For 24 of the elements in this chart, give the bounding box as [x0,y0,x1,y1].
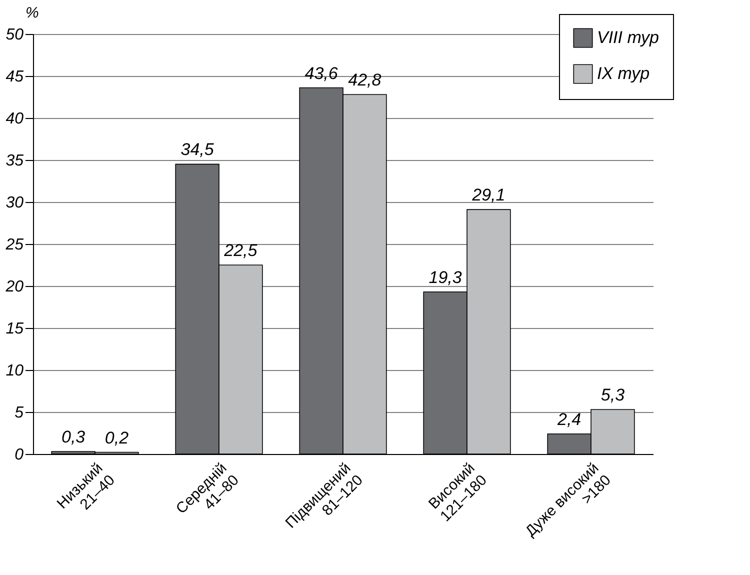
legend-label: IX тур [597,64,650,83]
y-tick-label: 5 [14,404,24,422]
data-label: 2,4 [556,410,582,429]
data-label: 43,6 [304,64,338,83]
y-tick-label: 15 [6,320,24,338]
y-tick-label: 30 [6,194,24,212]
y-tick-label: 35 [6,152,24,170]
y-tick-label: 0 [14,446,24,464]
data-label: 0,2 [104,428,130,448]
y-tick-label: 20 [4,278,24,296]
y-tick-label: 10 [6,362,24,380]
data-label: 19,3 [428,268,462,287]
y-axis-title: % [26,4,39,22]
y-tick-label: 50 [6,26,24,44]
y-tick-label: 25 [4,236,24,254]
data-label: 0,3 [61,427,86,446]
y-tick-label: 45 [6,68,24,86]
y-tick-label: 40 [6,110,24,128]
data-label: 34,5 [180,140,214,160]
legend-label: VIII тур [597,28,659,47]
data-label: 29,1 [471,186,506,205]
data-label: 42,8 [348,70,382,90]
data-label: 22,5 [223,241,258,260]
data-label: 5,3 [600,385,626,404]
